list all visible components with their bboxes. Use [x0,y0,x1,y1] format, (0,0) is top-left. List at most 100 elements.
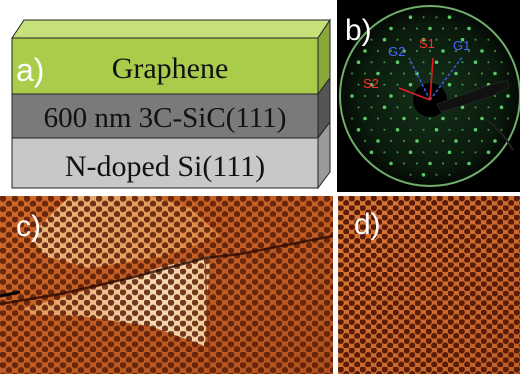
stm-d-drawing [338,196,520,374]
holder-wire [486,119,514,151]
leed-spot [487,61,490,64]
leed-spot [357,106,360,109]
leed-spot [363,72,367,75]
leed-spot [383,61,386,64]
leed-spot [415,139,419,143]
si-layer [11,137,319,189]
g1-arrow [429,55,464,101]
leed-spot [493,71,497,76]
leed-spot [467,49,471,53]
graphene-layer [11,37,319,95]
leed-spot [415,117,419,120]
leed-spot [487,106,490,109]
leed-spot [467,161,471,166]
leed-spot [350,72,354,75]
leed-spot [402,116,406,121]
leed-spot [474,83,477,86]
leed-spot [422,151,425,154]
leed-spot [421,37,426,42]
panel-d-stm-image: d) [338,196,520,374]
leed-spot [415,49,419,53]
panel-c-stm-image: c) [0,196,333,374]
leed-spot [376,94,380,98]
leed-spot [454,27,458,30]
leed-spot [428,26,432,31]
leed-spot [434,128,439,132]
panel-c-label: c) [16,210,41,243]
leed-spot [402,27,406,30]
leed-spot [395,128,400,132]
step-edge-lower [0,234,333,306]
g2-arrow [408,57,431,101]
leed-spot [448,128,451,131]
leed-spot [382,105,387,110]
leed-spot [454,162,458,165]
leed-spot [408,82,413,87]
leed-spot [396,38,399,41]
leed-spot [493,117,497,120]
g1-label: G1 [453,38,470,53]
leed-spot [473,128,478,132]
leed-spot [415,27,419,30]
leed-spot [389,72,393,75]
leed-spot [461,61,464,64]
leed-spot [402,72,406,75]
leed-spot [448,173,451,176]
leed-spot [500,61,503,64]
leed-spot [474,106,477,109]
leed-spot [487,128,490,131]
step-edge-vertical [204,257,211,374]
leed-spot [376,117,380,120]
leed-spot [422,16,425,19]
leed-spot [382,37,387,42]
leed-spot [395,60,400,64]
leed-spot [376,49,380,53]
leed-spot [441,27,445,30]
leed-spot [428,161,432,166]
leed-spot [467,139,471,143]
graphene-layer-label: Graphene [112,52,229,85]
leed-spot [370,106,373,109]
s1-label: S1 [419,36,435,51]
leed-spot [454,139,458,143]
g2-label: G2 [388,44,405,59]
s2-arrow [398,87,431,101]
leed-spot [422,128,425,131]
leed-spot [389,49,393,53]
s1-arrow [429,57,434,101]
leed-spot [499,105,504,110]
graphene-top-face [11,19,331,39]
leed-spot [383,151,386,154]
leed-spot [408,15,413,19]
leed-spot [428,49,432,53]
leed-spot [447,150,452,155]
panel-b-leed-pattern: G2 S1 G1 S2 b) [337,0,520,192]
leed-spot [460,37,465,42]
leed-spot [409,128,412,131]
leed-spot [376,71,380,76]
panel-b-label: b) [345,14,372,47]
leed-spot [376,139,380,143]
leed-spot [480,72,484,75]
leed-spot [435,38,438,41]
leed-spot [461,83,464,86]
leed-spot [402,49,406,53]
leed-spot [428,117,432,120]
leed-spot [428,72,432,75]
leed-spot [506,94,510,98]
leed-spot [486,150,491,155]
leed-spot [487,38,490,41]
leed-spot [370,38,373,41]
leed-spot [389,161,393,166]
stm-c-lattice [0,196,333,374]
leed-spot [409,173,412,176]
leed-spot [454,71,458,76]
leed-spot [467,117,471,120]
leed-spot [415,162,419,165]
leed-spot [389,117,393,120]
leed-spot [409,38,412,41]
leed-spot [370,61,373,64]
leed-spot [408,150,413,155]
si-layer-label: N-doped Si(111) [65,150,265,183]
leed-spot [363,139,367,143]
